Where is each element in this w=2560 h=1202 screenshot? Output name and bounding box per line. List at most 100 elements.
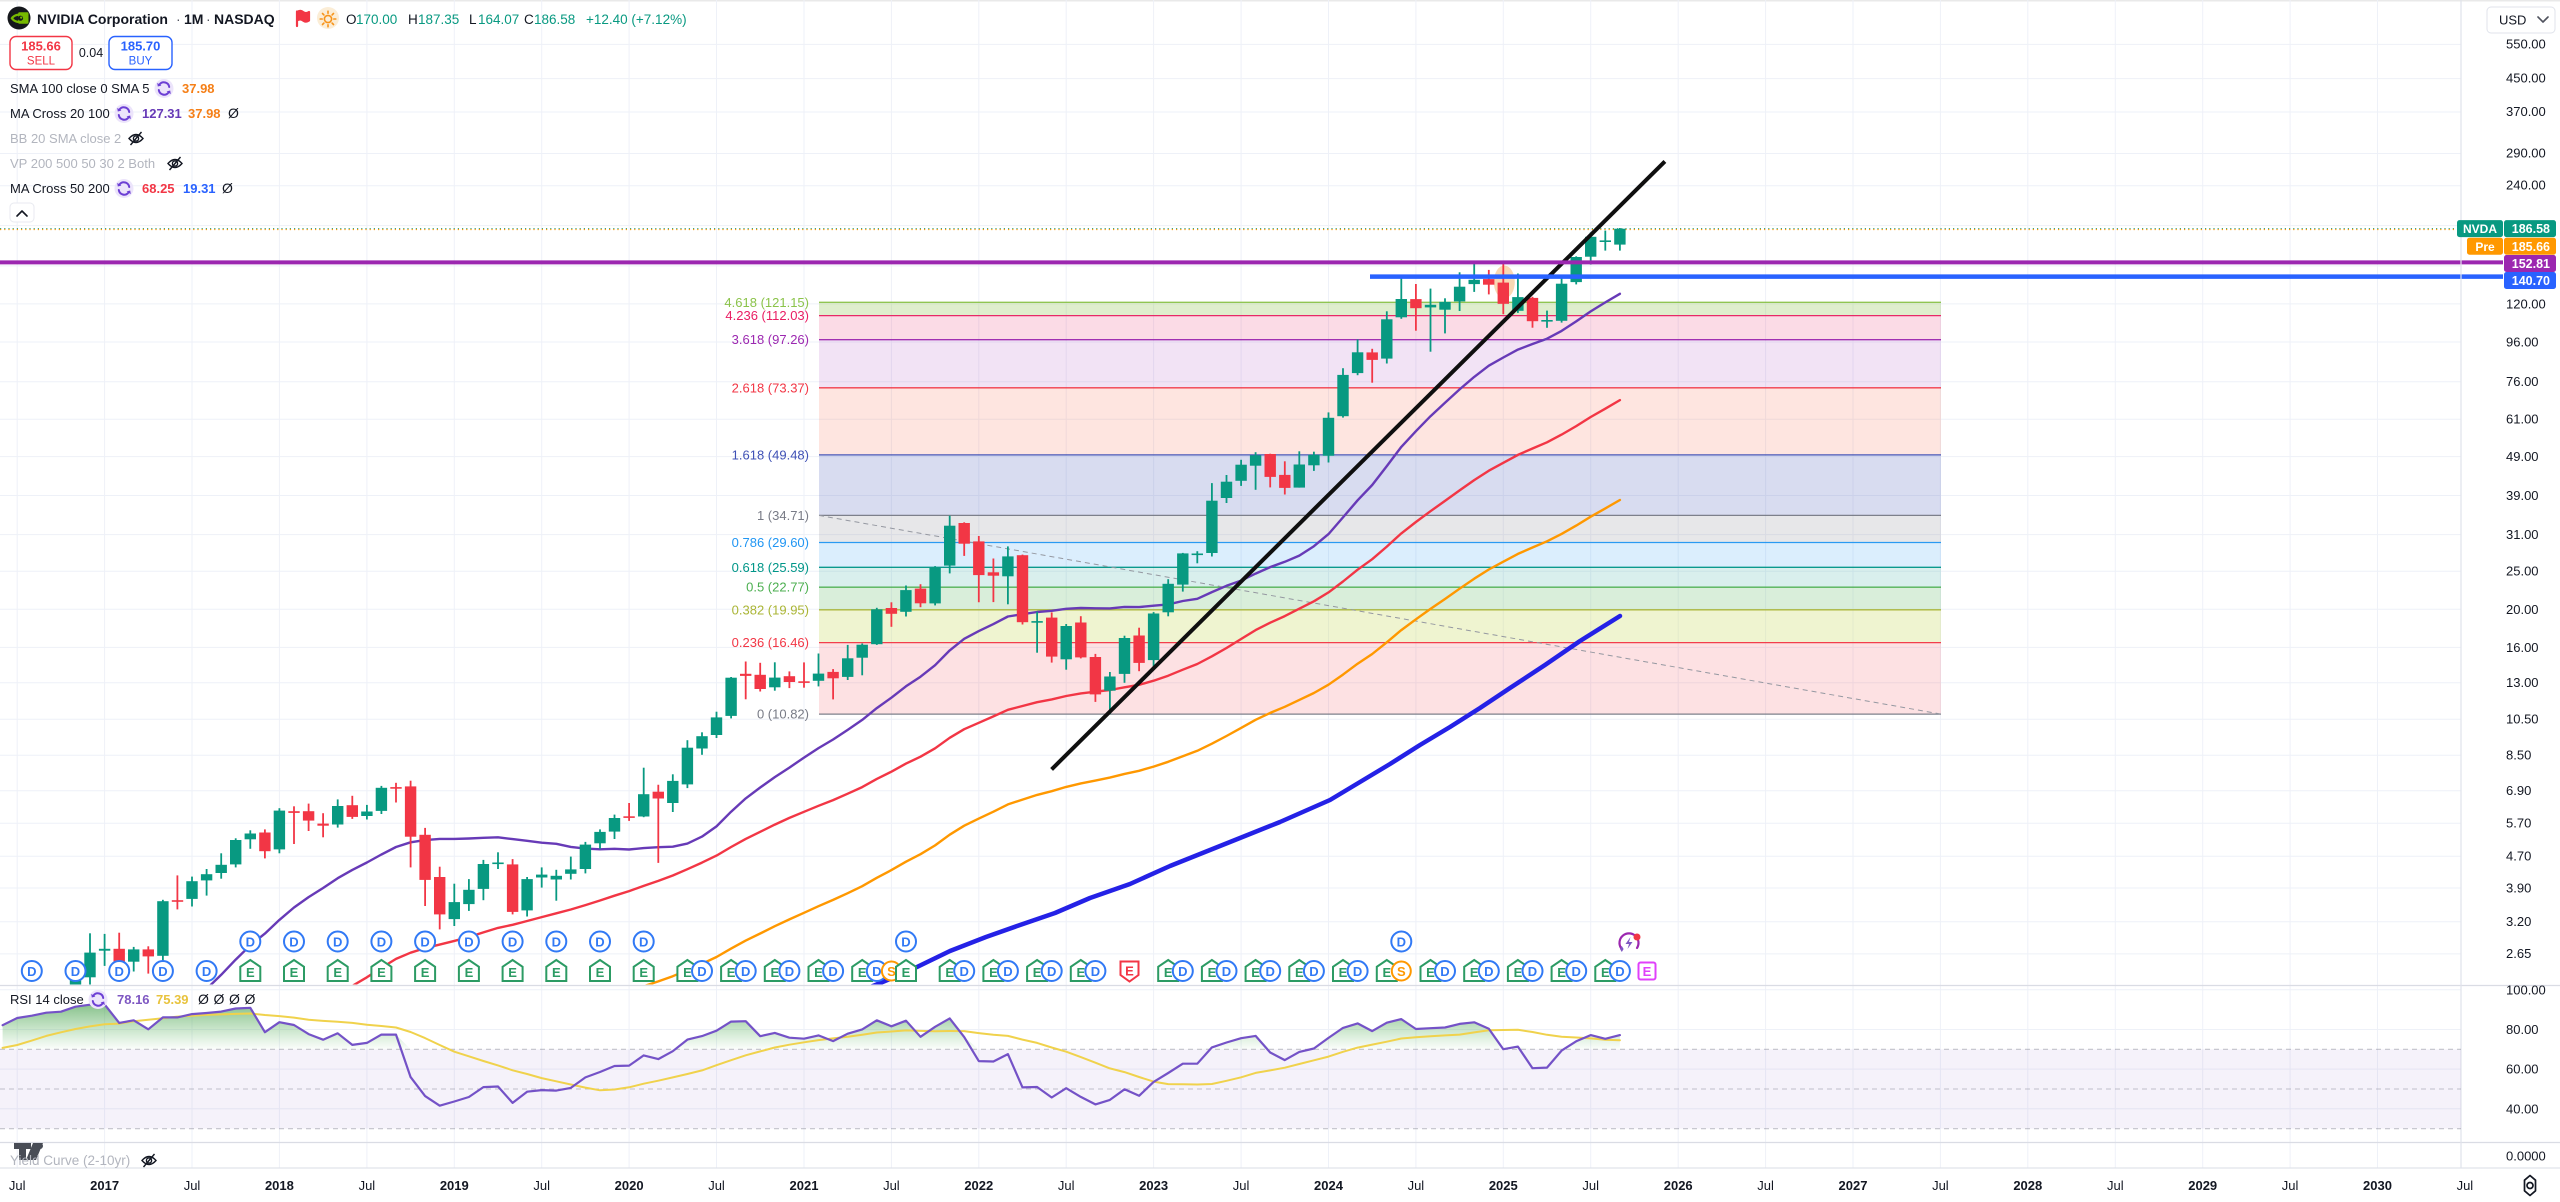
svg-text:E: E xyxy=(1470,965,1479,980)
svg-text:187.35: 187.35 xyxy=(418,12,459,27)
svg-text:SELL: SELL xyxy=(27,56,56,68)
svg-text:E: E xyxy=(1251,965,1260,980)
svg-text:D: D xyxy=(1484,964,1493,979)
svg-text:Jul: Jul xyxy=(1058,1178,1075,1193)
svg-text:0.618 (25.59): 0.618 (25.59) xyxy=(732,560,809,575)
svg-text:D: D xyxy=(901,935,910,950)
svg-text:RSI 14 close: RSI 14 close xyxy=(10,992,84,1007)
svg-text:37.98: 37.98 xyxy=(182,81,215,96)
svg-text:D: D xyxy=(741,964,750,979)
svg-text:3.90: 3.90 xyxy=(2506,880,2531,895)
svg-text:40.00: 40.00 xyxy=(2506,1101,2539,1116)
svg-text:Jul: Jul xyxy=(1582,1178,1599,1193)
svg-text:E: E xyxy=(290,965,299,980)
svg-text:Jul: Jul xyxy=(9,1178,26,1193)
svg-text:BB 20 SMA close 2: BB 20 SMA close 2 xyxy=(10,131,121,146)
svg-text:D: D xyxy=(1528,964,1537,979)
svg-text:E: E xyxy=(727,965,736,980)
svg-text:4.236 (112.03): 4.236 (112.03) xyxy=(725,308,809,323)
svg-text:VP 200 500 50 30 2 Both: VP 200 500 50 30 2 Both xyxy=(10,156,155,171)
svg-text:E: E xyxy=(858,965,867,980)
svg-text:39.00: 39.00 xyxy=(2506,488,2539,503)
svg-text:E: E xyxy=(639,965,648,980)
svg-text:D: D xyxy=(1615,964,1624,979)
svg-text:6.90: 6.90 xyxy=(2506,783,2531,798)
svg-text:49.00: 49.00 xyxy=(2506,449,2539,464)
svg-text:Jul: Jul xyxy=(883,1178,900,1193)
svg-text:D: D xyxy=(246,935,255,950)
svg-text:SMA 100 close 0 SMA 5: SMA 100 close 0 SMA 5 xyxy=(10,81,149,96)
svg-text:2017: 2017 xyxy=(90,1178,119,1193)
svg-text:0.382 (19.95): 0.382 (19.95) xyxy=(732,602,809,617)
svg-text:186.58: 186.58 xyxy=(534,12,575,27)
svg-text:E: E xyxy=(1557,965,1566,980)
svg-text:D: D xyxy=(1397,935,1406,950)
svg-text:13.00: 13.00 xyxy=(2506,675,2539,690)
svg-text:E: E xyxy=(814,965,823,980)
svg-text:D: D xyxy=(202,964,211,979)
svg-text:D: D xyxy=(377,935,386,950)
svg-text:D: D xyxy=(1178,964,1187,979)
svg-text:0.0000: 0.0000 xyxy=(2506,1149,2546,1164)
svg-text:25.00: 25.00 xyxy=(2506,564,2539,579)
svg-text:80.00: 80.00 xyxy=(2506,1022,2539,1037)
svg-text:D: D xyxy=(158,964,167,979)
svg-text:1 (34.71): 1 (34.71) xyxy=(757,508,809,523)
svg-text:76.00: 76.00 xyxy=(2506,374,2539,389)
svg-text:E: E xyxy=(1643,964,1652,979)
svg-text:E: E xyxy=(1601,965,1610,980)
svg-text:Ø: Ø xyxy=(229,991,240,1007)
svg-text:D: D xyxy=(1266,964,1275,979)
svg-text:5.70: 5.70 xyxy=(2506,816,2531,831)
svg-text:E: E xyxy=(1382,965,1391,980)
svg-text:NVDA: NVDA xyxy=(2463,222,2497,236)
svg-text:0.786 (29.60): 0.786 (29.60) xyxy=(732,535,809,550)
svg-text:Jul: Jul xyxy=(2457,1178,2474,1193)
svg-text:C: C xyxy=(524,12,534,27)
svg-text:D: D xyxy=(639,935,648,950)
svg-text:Jul: Jul xyxy=(359,1178,376,1193)
svg-text:E: E xyxy=(1339,965,1348,980)
svg-text:100.00: 100.00 xyxy=(2506,982,2546,997)
svg-text:2028: 2028 xyxy=(2013,1178,2042,1193)
svg-text:68.25: 68.25 xyxy=(142,181,175,196)
svg-text:2.618 (73.37): 2.618 (73.37) xyxy=(732,380,809,395)
svg-text:·: · xyxy=(176,11,181,27)
svg-text:31.00: 31.00 xyxy=(2506,527,2539,542)
svg-text:+12.40 (+7.12%): +12.40 (+7.12%) xyxy=(586,12,687,27)
svg-text:E: E xyxy=(421,965,430,980)
svg-text:127.31: 127.31 xyxy=(142,106,182,121)
svg-text:Ø: Ø xyxy=(222,180,233,196)
svg-text:4.70: 4.70 xyxy=(2506,849,2531,864)
svg-text:USD: USD xyxy=(2499,13,2526,28)
svg-text:Ø: Ø xyxy=(214,991,225,1007)
svg-text:Jul: Jul xyxy=(2282,1178,2299,1193)
svg-text:20.00: 20.00 xyxy=(2506,602,2539,617)
svg-text:H: H xyxy=(408,12,418,27)
svg-text:·: · xyxy=(206,11,211,27)
svg-text:E: E xyxy=(1208,965,1217,980)
svg-text:D: D xyxy=(1353,964,1362,979)
svg-text:Ø: Ø xyxy=(228,105,239,121)
svg-text:BUY: BUY xyxy=(129,56,153,68)
svg-text:2029: 2029 xyxy=(2188,1178,2217,1193)
svg-text:290.00: 290.00 xyxy=(2506,146,2546,161)
svg-text:D: D xyxy=(464,935,473,950)
svg-text:4.618 (121.15): 4.618 (121.15) xyxy=(724,295,809,310)
svg-text:185.66: 185.66 xyxy=(2512,240,2550,254)
svg-text:240.00: 240.00 xyxy=(2506,178,2546,193)
svg-text:D: D xyxy=(27,964,36,979)
svg-text:Ø: Ø xyxy=(198,991,209,1007)
svg-text:D: D xyxy=(872,964,881,979)
svg-text:1M: 1M xyxy=(184,11,203,27)
svg-text:2020: 2020 xyxy=(615,1178,644,1193)
svg-text:E: E xyxy=(945,965,954,980)
svg-text:120.00: 120.00 xyxy=(2506,296,2546,311)
svg-text:2023: 2023 xyxy=(1139,1178,1168,1193)
svg-text:2019: 2019 xyxy=(440,1178,469,1193)
svg-text:D: D xyxy=(1091,964,1100,979)
svg-text:8.50: 8.50 xyxy=(2506,748,2531,763)
svg-text:186.58: 186.58 xyxy=(2512,222,2550,236)
svg-text:185.66: 185.66 xyxy=(21,39,61,54)
svg-text:3.20: 3.20 xyxy=(2506,914,2531,929)
